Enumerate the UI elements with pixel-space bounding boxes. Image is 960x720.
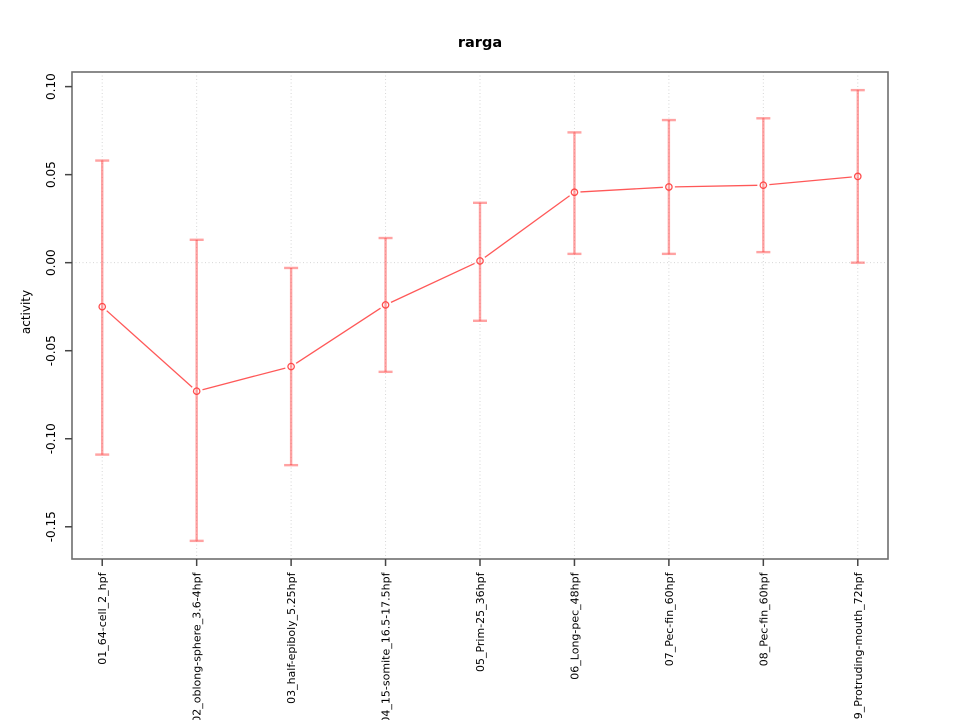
x-tick-label: 03_half-epiboly_5.25hpf	[285, 571, 298, 704]
y-tick-label: 0.00	[44, 249, 58, 276]
series-line-segment	[580, 186, 663, 193]
series-line-segment	[202, 367, 286, 391]
data-point	[853, 172, 862, 181]
x-tick-label: 06_Long-pec_48hpf	[568, 571, 581, 679]
series-line-segment	[106, 310, 193, 388]
y-tick-label: 0.10	[44, 73, 58, 100]
data-point	[665, 183, 673, 191]
y-tick-label: -0.15	[44, 511, 58, 542]
data-point	[476, 257, 484, 265]
series-line-segment	[390, 262, 475, 303]
data-point	[381, 301, 390, 309]
series-line-segment	[674, 184, 758, 188]
x-tick-label: 05_Prim-25_36hpf	[474, 571, 487, 672]
x-tick-label: 07_Pec-fin_60hpf	[663, 571, 676, 666]
data-point	[759, 181, 768, 190]
chart-title: rarga	[457, 35, 503, 51]
data-point	[570, 188, 579, 197]
data-point	[98, 302, 107, 311]
data-point	[192, 387, 201, 396]
y-tick-label: -0.10	[44, 423, 58, 454]
x-tick-label: 01_64-cell_2_hpf	[96, 571, 109, 664]
y-tick-label: 0.05	[44, 161, 58, 188]
x-tick-label: 04_15-somite_16.5-17.5hpf	[380, 571, 393, 720]
x-tick-label: 02_oblong-sphere_3.6-4hpf	[191, 571, 204, 720]
y-tick-label: -0.05	[44, 335, 58, 366]
x-tick-label: 09_Protruding-mouth_72hpf	[852, 571, 865, 720]
series-line-segment	[295, 307, 381, 364]
x-tick-label: 08_Pec-fin_60hpf	[757, 571, 770, 666]
series-line-segment	[769, 176, 852, 186]
series-line-segment	[484, 195, 570, 258]
data-point	[287, 362, 295, 371]
